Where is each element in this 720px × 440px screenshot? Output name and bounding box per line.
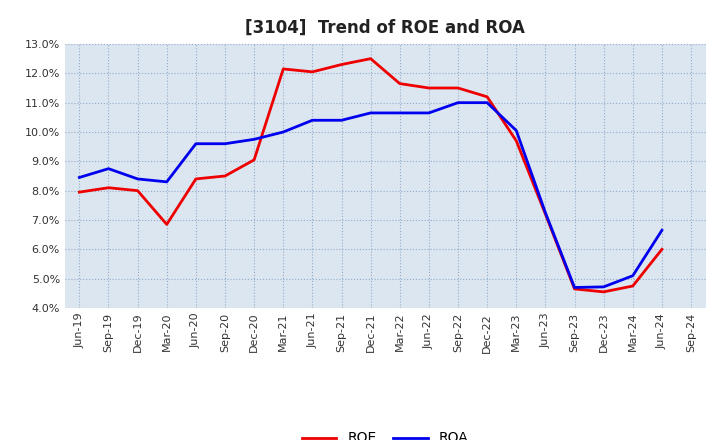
ROE: [133, 188, 142, 193]
ROA: [425, 110, 433, 116]
ROA: [395, 110, 404, 116]
Title: [3104]  Trend of ROE and ROA: [3104] Trend of ROE and ROA: [246, 19, 525, 37]
ROA: [250, 137, 258, 142]
ROA: [366, 110, 375, 116]
ROE: [599, 289, 608, 294]
ROA: [657, 227, 666, 233]
ROE: [337, 62, 346, 67]
ROE: [454, 85, 462, 91]
ROE: [366, 56, 375, 61]
ROE: [395, 81, 404, 86]
ROE: [541, 212, 550, 217]
ROE: [512, 138, 521, 143]
ROA: [541, 210, 550, 215]
ROE: [220, 173, 229, 179]
ROE: [104, 185, 113, 191]
ROE: [483, 94, 492, 99]
ROA: [337, 117, 346, 123]
ROA: [629, 273, 637, 279]
ROE: [570, 286, 579, 292]
ROE: [629, 283, 637, 289]
ROE: [425, 85, 433, 91]
ROE: [250, 157, 258, 162]
ROE: [75, 190, 84, 195]
ROA: [75, 175, 84, 180]
ROA: [483, 100, 492, 105]
ROA: [570, 285, 579, 290]
ROE: [192, 176, 200, 182]
ROA: [599, 284, 608, 290]
ROA: [163, 179, 171, 184]
Legend: ROE, ROA: ROE, ROA: [296, 426, 474, 440]
ROE: [279, 66, 287, 72]
ROA: [454, 100, 462, 105]
ROE: [657, 247, 666, 252]
Line: ROE: ROE: [79, 59, 662, 292]
ROA: [308, 117, 317, 123]
ROA: [192, 141, 200, 147]
ROA: [220, 141, 229, 147]
ROA: [104, 166, 113, 171]
ROE: [308, 69, 317, 74]
ROA: [279, 129, 287, 135]
ROA: [133, 176, 142, 182]
ROE: [163, 222, 171, 227]
ROA: [512, 128, 521, 133]
Line: ROA: ROA: [79, 103, 662, 287]
